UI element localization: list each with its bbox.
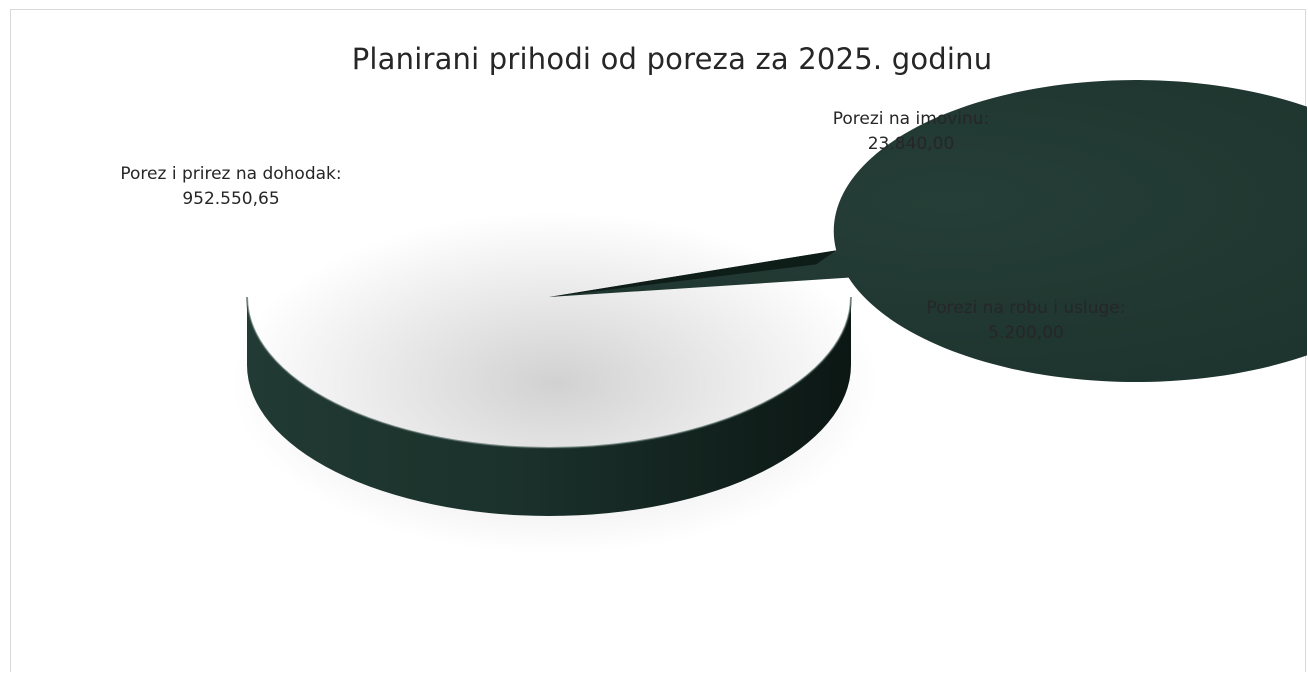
data-label-imovina-category: Porezi na imovinu:	[832, 109, 990, 129]
pie-slice-0-rim	[246, 296, 852, 449]
data-label-dohodak-value: 952.550,65	[182, 189, 280, 209]
pie-slice-0-top	[549, 80, 1307, 382]
pie-slice-0	[246, 80, 1307, 516]
chart-area: Planirani prihodi od poreza za 2025. god…	[10, 9, 1307, 672]
pie-chart	[231, 80, 1307, 554]
data-label-roba: Porezi na robu i usluge: 5.200,00	[876, 296, 1176, 346]
data-label-roba-value: 5.200,00	[988, 323, 1064, 343]
data-label-roba-category: Porezi na robu i usluge:	[926, 298, 1126, 318]
data-label-dohodak-category: Porez i prirez na dohodak:	[120, 164, 342, 184]
data-label-dohodak: Porez i prirez na dohodak: 952.550,65	[51, 162, 411, 212]
chart-title: Planirani prihodi od poreza za 2025. god…	[351, 42, 993, 76]
pie-slice-0-cut	[549, 250, 837, 297]
pie-slice-0-side	[247, 297, 851, 516]
data-label-imovina-value: 23.840,00	[867, 134, 955, 154]
data-label-imovina: Porezi na imovinu: 23.840,00	[771, 107, 1051, 157]
